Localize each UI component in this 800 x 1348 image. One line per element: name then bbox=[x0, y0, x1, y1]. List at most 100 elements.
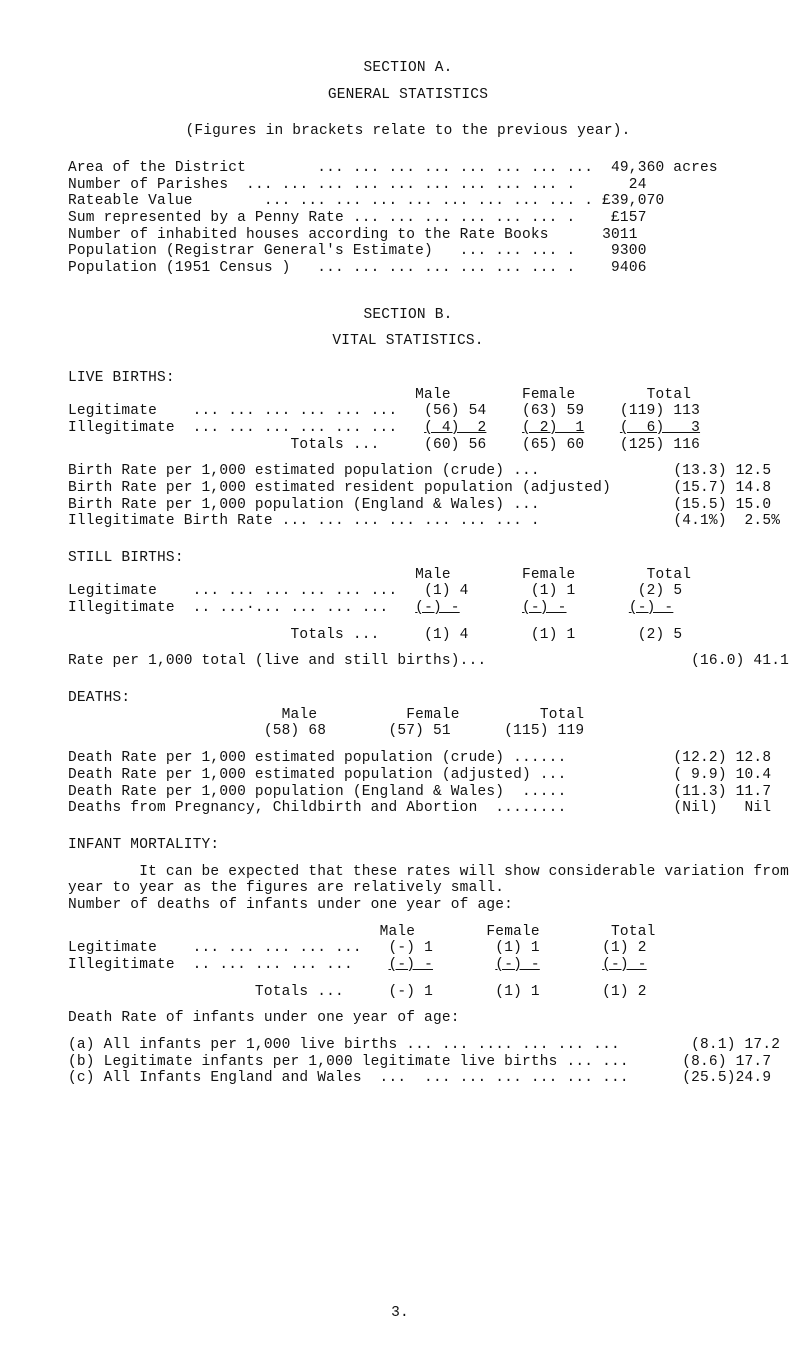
val: (63) 59 bbox=[522, 403, 584, 419]
val: (2) 5 bbox=[638, 627, 683, 643]
area-row: Number of inhabited houses according to … bbox=[68, 227, 748, 244]
val: (1) 4 bbox=[424, 583, 469, 599]
area-row: Rateable Value ... ... ... ... ... ... .… bbox=[68, 193, 748, 210]
val: (-) - bbox=[415, 600, 460, 616]
infant-totals-row: Totals ... (-) 1 (1) 1 (1) 2 bbox=[68, 984, 748, 1001]
col-male: Male bbox=[282, 707, 318, 723]
label: Death Rate per 1,000 estimated populatio… bbox=[68, 767, 566, 783]
col-total: Total bbox=[611, 924, 656, 940]
infant-item-row: (c) All Infants England and Wales ... ..… bbox=[68, 1070, 748, 1087]
label: Number of inhabited houses according to … bbox=[68, 227, 549, 243]
section-b-heading: SECTION B. bbox=[68, 307, 748, 324]
label: Legitimate ... ... ... ... ... ... bbox=[68, 403, 397, 419]
birth-rate-row: Birth Rate per 1,000 estimated populatio… bbox=[68, 463, 748, 480]
label: Population (Registrar General's Estimate… bbox=[68, 243, 575, 259]
label: Birth Rate per 1,000 population (England… bbox=[68, 497, 540, 513]
value: 9406 bbox=[575, 260, 646, 276]
infant-legit-row: Legitimate ... ... ... ... ... (-) 1 (1)… bbox=[68, 940, 748, 957]
area-row: Population (Registrar General's Estimate… bbox=[68, 243, 748, 260]
dots: ... ... ... ... ... ... ... ... bbox=[246, 160, 593, 176]
infant-item-row: (b) Legitimate infants per 1,000 legitim… bbox=[68, 1054, 748, 1071]
live-births-heading: LIVE BIRTHS: bbox=[68, 370, 748, 387]
deaths-triple-row: (58) 68 (57) 51 (115) 119 bbox=[68, 723, 748, 740]
general-stats-heading: GENERAL STATISTICS bbox=[68, 87, 748, 104]
label: Population (1951 Census ) bbox=[68, 260, 291, 276]
page: SECTION A. GENERAL STATISTICS (Figures i… bbox=[0, 0, 800, 1348]
val: (-) - bbox=[495, 957, 540, 973]
col-header-row: Male Female Total bbox=[68, 924, 748, 941]
label: Legitimate ... ... ... ... ... bbox=[68, 940, 362, 956]
value: £39,070 bbox=[593, 193, 664, 209]
val: (25.5)24.9 bbox=[682, 1070, 771, 1086]
area-row: Number of Parishes ... ... ... ... ... .… bbox=[68, 177, 748, 194]
page-number: 3. bbox=[0, 1305, 800, 1322]
label: Area of the District bbox=[68, 160, 246, 176]
birth-rate-row: Birth Rate per 1,000 population (England… bbox=[68, 497, 748, 514]
val: (125) 116 bbox=[620, 437, 700, 453]
val: (1) 1 bbox=[531, 627, 576, 643]
label: Death Rate per 1,000 estimated populatio… bbox=[68, 750, 566, 766]
still-legit-row: Legitimate ... ... ... ... ... ... (1) 4… bbox=[68, 583, 748, 600]
live-totals-row: Totals ... (60) 56 (65) 60 (125) 116 bbox=[68, 437, 748, 454]
value: 24 bbox=[575, 177, 646, 193]
val: (15.5) 15.0 bbox=[673, 497, 771, 513]
col-header-row: Male Female Total bbox=[68, 387, 748, 404]
still-births-heading: STILL BIRTHS: bbox=[68, 550, 748, 567]
val: (58) 68 bbox=[264, 723, 326, 739]
val: (-) 1 bbox=[388, 984, 433, 1000]
val: (1) 2 bbox=[602, 940, 647, 956]
live-illeg-row: Illegitimate ... ... ... ... ... ... ( 4… bbox=[68, 420, 748, 437]
val: (-) 1 bbox=[388, 940, 433, 956]
label: Illegitimate .. ...·... ... ... ... bbox=[68, 600, 388, 616]
label: Totals ... bbox=[68, 984, 344, 1000]
val: (12.2) 12.8 bbox=[673, 750, 771, 766]
area-row: Area of the District ... ... ... ... ...… bbox=[68, 160, 748, 177]
still-rate-row: Rate per 1,000 total (live and still bir… bbox=[68, 653, 748, 670]
value: 9300 bbox=[575, 243, 646, 259]
val: ( 6) 3 bbox=[620, 420, 700, 436]
val: (65) 60 bbox=[522, 437, 584, 453]
deaths-heading: DEATHS: bbox=[68, 690, 748, 707]
death-rate-row: Deaths from Pregnancy, Childbirth and Ab… bbox=[68, 800, 748, 817]
val: (1) 1 bbox=[495, 984, 540, 1000]
val: (8.6) 17.7 bbox=[682, 1054, 771, 1070]
label: (b) Legitimate infants per 1,000 legitim… bbox=[68, 1054, 629, 1070]
dots: ... ... ... ... ... ... ... ... ... . bbox=[193, 193, 594, 209]
val: (15.7) 14.8 bbox=[673, 480, 771, 496]
value: £157 bbox=[575, 210, 646, 226]
area-row: Sum represented by a Penny Rate ... ... … bbox=[68, 210, 748, 227]
still-illeg-row: Illegitimate .. ...·... ... ... ... (-) … bbox=[68, 600, 748, 617]
area-row: Population (1951 Census ) ... ... ... ..… bbox=[68, 260, 748, 277]
death-rate-row: Death Rate per 1,000 estimated populatio… bbox=[68, 767, 748, 784]
val: (4.1%) 2.5% bbox=[673, 513, 780, 529]
val: (57) 51 bbox=[388, 723, 450, 739]
val: (1) 1 bbox=[531, 583, 576, 599]
label: (a) All infants per 1,000 live births ..… bbox=[68, 1037, 620, 1053]
vital-stats-heading: VITAL STATISTICS. bbox=[68, 333, 748, 350]
label: Sum represented by a Penny Rate ... ... … bbox=[68, 210, 575, 226]
live-legit-row: Legitimate ... ... ... ... ... ... (56) … bbox=[68, 403, 748, 420]
infant-para: Number of deaths of infants under one ye… bbox=[68, 897, 748, 914]
val: (60) 56 bbox=[424, 437, 486, 453]
label: Rateable Value bbox=[68, 193, 193, 209]
val: (1) 1 bbox=[495, 940, 540, 956]
birth-rate-row: Illegitimate Birth Rate ... ... ... ... … bbox=[68, 513, 748, 530]
label: Totals ... bbox=[68, 437, 380, 453]
val: (16.0) 41.1 bbox=[691, 653, 789, 669]
figures-note: (Figures in brackets relate to the previ… bbox=[68, 123, 748, 140]
val: (1) 2 bbox=[602, 984, 647, 1000]
val: (13.3) 12.5 bbox=[673, 463, 771, 479]
label: Rate per 1,000 total (live and still bir… bbox=[68, 653, 486, 669]
label: Birth Rate per 1,000 estimated resident … bbox=[68, 480, 611, 496]
dots: ... ... ... ... ... ... ... . bbox=[291, 260, 576, 276]
dots: ... ... ... ... ... ... ... ... ... . bbox=[228, 177, 575, 193]
death-rate-row: Death Rate per 1,000 estimated populatio… bbox=[68, 750, 748, 767]
col-female: Female bbox=[486, 924, 539, 940]
infant-para: year to year as the figures are relative… bbox=[68, 880, 748, 897]
infant-item-row: (a) All infants per 1,000 live births ..… bbox=[68, 1037, 748, 1054]
col-female: Female bbox=[406, 707, 459, 723]
val: (-) - bbox=[522, 600, 567, 616]
infant-under-age: Death Rate of infants under one year of … bbox=[68, 1010, 748, 1027]
label: (c) All Infants England and Wales ... ..… bbox=[68, 1070, 629, 1086]
val: (8.1) 17.2 bbox=[691, 1037, 780, 1053]
